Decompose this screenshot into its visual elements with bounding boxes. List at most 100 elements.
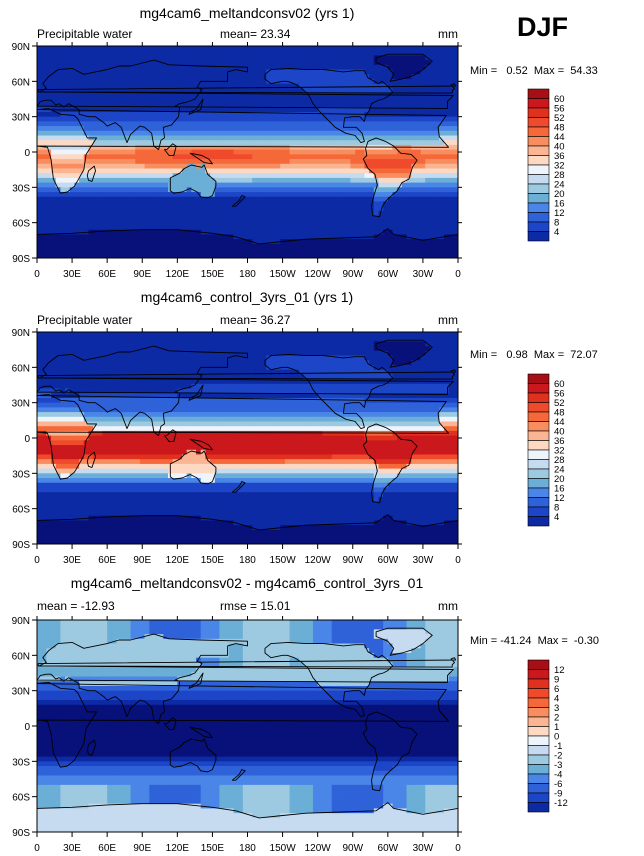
field-cell bbox=[284, 173, 290, 179]
field-cell bbox=[425, 140, 431, 146]
field-cell bbox=[284, 140, 290, 146]
field-cell bbox=[270, 182, 276, 188]
field-cell bbox=[46, 220, 52, 226]
field-cell bbox=[65, 55, 71, 61]
field-cell bbox=[317, 225, 323, 231]
field-cell bbox=[135, 83, 141, 89]
field-cell bbox=[252, 78, 258, 85]
field-cell bbox=[350, 130, 356, 136]
field-cell bbox=[266, 102, 272, 108]
field-cell bbox=[373, 116, 379, 122]
field-cell bbox=[453, 88, 458, 94]
continent-outline-samerica bbox=[362, 137, 418, 218]
field-cell bbox=[153, 225, 160, 231]
field-cell bbox=[303, 336, 309, 342]
field-cell bbox=[224, 220, 230, 226]
field-cell bbox=[214, 168, 220, 174]
field-cell bbox=[228, 253, 234, 258]
field-cell bbox=[233, 121, 239, 127]
field-cell bbox=[158, 149, 164, 155]
field-cell bbox=[373, 173, 379, 179]
field-cell bbox=[224, 225, 230, 231]
field-cell bbox=[448, 144, 454, 151]
field-cell bbox=[247, 149, 253, 155]
field-cell bbox=[411, 243, 417, 249]
field-cell bbox=[135, 336, 141, 342]
field-cell bbox=[275, 234, 281, 240]
field-cell bbox=[93, 215, 99, 221]
field-cell bbox=[158, 177, 164, 184]
field-cell bbox=[130, 102, 136, 108]
colorbar-label: 8 bbox=[554, 218, 559, 229]
field-cell bbox=[186, 78, 192, 85]
field-cell bbox=[228, 60, 234, 66]
field-cell bbox=[383, 360, 389, 366]
field-cell bbox=[60, 350, 66, 356]
panel-left-label: Precipitable water bbox=[37, 27, 132, 41]
field-cell bbox=[242, 229, 248, 235]
field-cell bbox=[172, 116, 178, 122]
field-cell bbox=[270, 253, 276, 258]
field-cell bbox=[327, 46, 333, 52]
field-cell bbox=[303, 74, 309, 80]
field-cell bbox=[345, 196, 351, 202]
field-cell bbox=[448, 168, 454, 174]
field-cell bbox=[200, 102, 206, 108]
field-cell bbox=[322, 69, 328, 75]
field-cell bbox=[116, 350, 122, 356]
field-cell bbox=[298, 64, 305, 70]
field-cell bbox=[74, 215, 80, 221]
field-cell bbox=[341, 364, 347, 371]
field-cell bbox=[298, 239, 305, 245]
field-cell bbox=[191, 346, 197, 352]
field-cell bbox=[65, 332, 71, 338]
field-cell bbox=[331, 369, 337, 375]
field-cell bbox=[298, 135, 305, 141]
field-cell bbox=[261, 332, 267, 338]
field-cell bbox=[242, 69, 248, 75]
field-cell bbox=[364, 102, 370, 108]
field-cell bbox=[107, 97, 113, 103]
field-cell bbox=[46, 346, 52, 352]
field-cell bbox=[144, 369, 150, 375]
field-cell bbox=[153, 93, 160, 99]
field-cell bbox=[167, 341, 174, 347]
field-cell bbox=[51, 341, 57, 347]
field-cell bbox=[378, 154, 384, 160]
field-cell bbox=[443, 177, 450, 184]
field-cell bbox=[182, 173, 188, 179]
field-cell bbox=[336, 341, 342, 347]
field-cell bbox=[401, 168, 407, 174]
field-cell bbox=[149, 248, 155, 254]
field-cell bbox=[149, 116, 155, 122]
field-cell bbox=[266, 88, 272, 94]
field-cell bbox=[383, 239, 389, 245]
field-cell bbox=[107, 74, 113, 80]
field-cell bbox=[214, 130, 220, 136]
field-cell bbox=[397, 187, 403, 193]
field-cell bbox=[294, 97, 300, 103]
field-cell bbox=[453, 196, 458, 202]
field-cell bbox=[448, 239, 454, 245]
field-cell bbox=[252, 177, 258, 184]
field-cell bbox=[261, 350, 267, 356]
field-cell bbox=[341, 243, 347, 249]
field-cell bbox=[158, 243, 164, 249]
field-cell bbox=[51, 144, 57, 151]
field-cell bbox=[355, 229, 361, 235]
field-cell bbox=[383, 173, 389, 179]
field-cell bbox=[425, 243, 431, 249]
field-cell bbox=[369, 121, 375, 127]
field-cell bbox=[196, 140, 202, 146]
field-cell bbox=[219, 253, 225, 258]
field-cell bbox=[182, 206, 188, 212]
field-cell bbox=[397, 360, 403, 366]
field-cell bbox=[308, 346, 314, 352]
field-cell bbox=[317, 243, 323, 249]
field-cell bbox=[317, 234, 323, 240]
field-cell bbox=[121, 234, 127, 240]
field-cell bbox=[93, 154, 99, 160]
field-cell bbox=[238, 97, 244, 103]
field-cell bbox=[135, 355, 141, 361]
field-cell bbox=[345, 220, 351, 226]
